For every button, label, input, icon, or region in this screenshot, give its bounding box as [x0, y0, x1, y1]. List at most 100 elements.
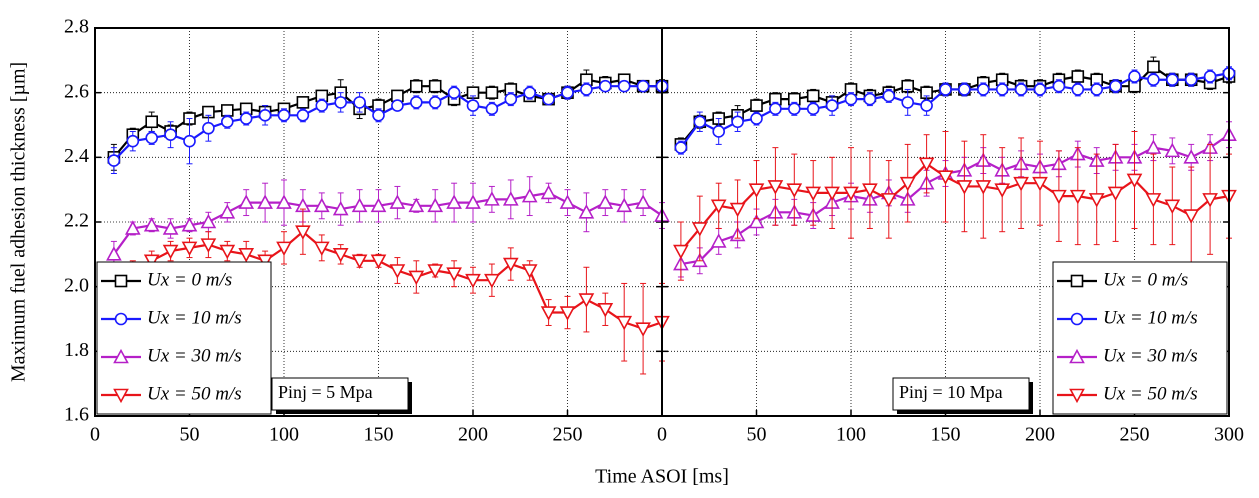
- x-tick-label: 200: [458, 424, 488, 446]
- data-point: [559, 194, 576, 209]
- y-tick-label: 1.8: [64, 339, 89, 361]
- annotation-box: [271, 377, 409, 411]
- data-point: [806, 89, 820, 103]
- data-point: [391, 99, 404, 112]
- y-tick-label: 2.2: [64, 210, 89, 232]
- legend-label: Ux = 0 m/s: [147, 269, 232, 290]
- data-point: [901, 96, 915, 109]
- data-point: [315, 99, 329, 112]
- data-point: [1183, 149, 1200, 164]
- data-point: [636, 79, 650, 93]
- data-point: [918, 157, 935, 172]
- data-point: [332, 248, 349, 263]
- x-tick-label: 50: [180, 424, 200, 446]
- legend-marker: [1069, 388, 1085, 404]
- series-line: [113, 191, 663, 255]
- data-point: [769, 102, 782, 116]
- data-point: [750, 99, 763, 112]
- data-point: [750, 112, 763, 125]
- data-point: [540, 184, 557, 200]
- data-point: [1071, 83, 1085, 96]
- data-point: [975, 180, 992, 195]
- data-point: [597, 194, 614, 209]
- data-point: [221, 115, 234, 129]
- data-point: [351, 197, 368, 213]
- data-point: [598, 79, 612, 93]
- data-point: [389, 264, 406, 279]
- data-point: [465, 273, 481, 289]
- data-point: [465, 194, 481, 209]
- data-point: [446, 194, 462, 209]
- data-point: [578, 293, 595, 308]
- data-point: [521, 187, 538, 203]
- data-point: [899, 176, 916, 192]
- data-point: [1128, 70, 1141, 83]
- data-point: [106, 246, 122, 261]
- x-tick-label: 300: [1214, 424, 1244, 446]
- data-point: [994, 183, 1011, 198]
- data-point: [162, 220, 179, 235]
- data-point: [863, 92, 877, 106]
- x-tick-label: 0: [90, 424, 100, 446]
- data-point: [937, 170, 954, 185]
- data-point: [502, 257, 519, 273]
- x-tick-label: 250: [1120, 424, 1150, 446]
- data-point: [1014, 83, 1028, 96]
- data-point: [691, 222, 708, 237]
- data-point: [145, 131, 158, 145]
- data-point: [427, 197, 444, 213]
- data-point: [1052, 79, 1066, 93]
- data-point: [731, 115, 744, 129]
- data-point: [1184, 73, 1198, 87]
- data-point: [1183, 209, 1200, 224]
- data-point: [296, 96, 310, 109]
- data-point: [409, 96, 423, 109]
- data-point: [1166, 73, 1179, 87]
- data-point: [1145, 139, 1162, 154]
- data-point: [181, 217, 198, 232]
- data-point: [370, 197, 387, 213]
- series-line: [680, 162, 1230, 252]
- data-point: [559, 306, 576, 321]
- data-point: [616, 197, 633, 213]
- data-point: [1051, 189, 1067, 205]
- data-point: [635, 194, 651, 209]
- data-point: [447, 86, 461, 99]
- data-point: [939, 83, 952, 96]
- data-point: [1164, 142, 1181, 158]
- data-point: [616, 315, 633, 331]
- y-tick-label: 2.0: [64, 274, 89, 296]
- data-point: [313, 241, 330, 257]
- data-point: [446, 267, 462, 282]
- data-point: [257, 194, 273, 209]
- y-tick-label: 2.4: [64, 145, 89, 167]
- x-tick-label: 50: [747, 424, 767, 446]
- data-point: [843, 186, 859, 202]
- data-point: [825, 99, 839, 112]
- data-point: [484, 191, 500, 206]
- data-point: [1164, 199, 1181, 215]
- legend-marker: [114, 312, 128, 326]
- legend-marker: [1070, 312, 1084, 326]
- data-point: [239, 112, 253, 125]
- data-point: [1013, 176, 1029, 192]
- data-point: [976, 83, 990, 96]
- data-point: [1147, 73, 1160, 87]
- data-point: [580, 83, 593, 96]
- legend-label: Ux = 30 m/s: [1103, 345, 1198, 366]
- data-point: [1071, 70, 1085, 83]
- data-point: [617, 79, 631, 93]
- annotation: Pinj = 10 Mpa: [899, 382, 1003, 402]
- data-point: [258, 109, 272, 122]
- data-point: [693, 115, 707, 129]
- data-point: [748, 183, 765, 198]
- data-point: [107, 154, 121, 167]
- data-point: [296, 109, 310, 122]
- data-point: [428, 96, 442, 109]
- y-tick-label: 2.8: [64, 16, 89, 38]
- data-point: [995, 83, 1009, 96]
- data-point: [164, 128, 177, 141]
- data-point: [767, 180, 784, 195]
- legend-marker: [1070, 274, 1084, 288]
